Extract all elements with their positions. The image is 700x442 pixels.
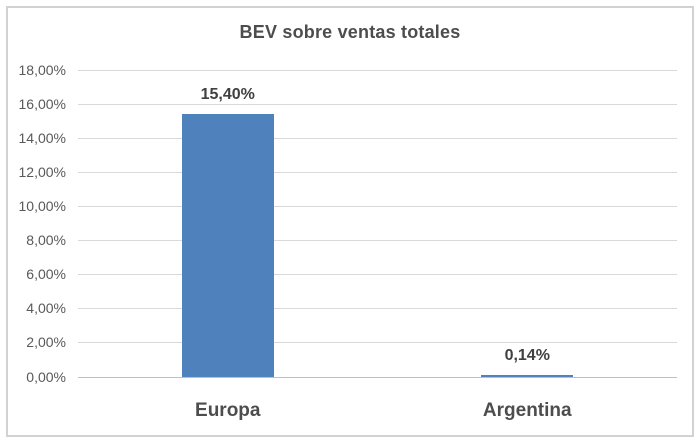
y-axis-tick-label: 6,00% (26, 266, 66, 283)
y-axis-tick-label: 8,00% (26, 232, 66, 249)
bar-value-label: 15,40% (200, 86, 255, 104)
y-axis-tick-label: 0,00% (26, 368, 66, 385)
bar-europa (181, 114, 274, 377)
y-axis-tick-label: 10,00% (18, 197, 66, 214)
y-axis-tick-label: 18,00% (18, 61, 66, 78)
bar-value-label: 0,14% (504, 346, 550, 364)
bar-argentina (481, 374, 574, 377)
y-axis-tick-label: 16,00% (18, 95, 66, 112)
x-axis-category-label: Argentina (482, 400, 572, 421)
y-gridline (78, 171, 677, 173)
chart-frame-border (6, 6, 694, 437)
y-gridline (78, 342, 677, 344)
y-gridline (78, 137, 677, 139)
y-gridline (78, 69, 677, 71)
y-axis-tick-label: 4,00% (26, 300, 66, 317)
y-gridline (78, 240, 677, 242)
y-axis-tick-label: 14,00% (18, 129, 66, 146)
x-axis-category-label: Europa (195, 400, 261, 421)
x-axis-line (78, 376, 677, 378)
y-gridline (78, 205, 677, 207)
y-gridline (78, 103, 677, 105)
y-axis-tick-label: 12,00% (18, 163, 66, 180)
y-gridline (78, 308, 677, 310)
y-gridline (78, 274, 677, 276)
chart-title: BEV sobre ventas totales (239, 22, 461, 42)
y-axis-tick-label: 2,00% (26, 334, 66, 351)
